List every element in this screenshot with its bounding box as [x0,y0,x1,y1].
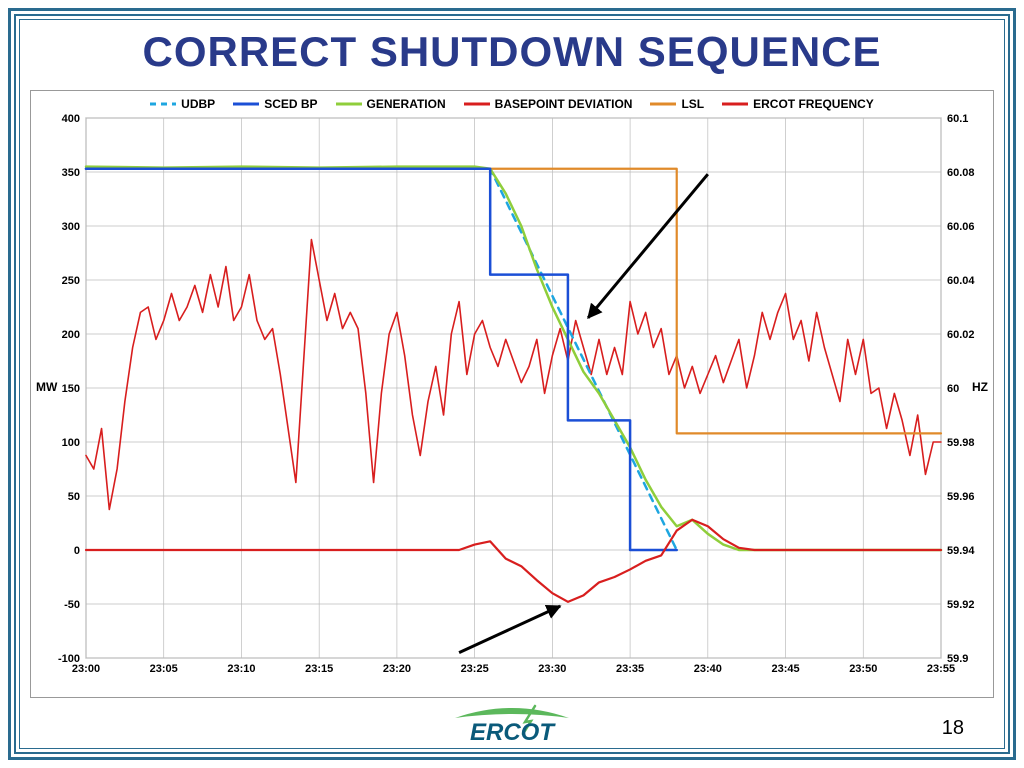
legend-item: GENERATION [336,97,446,111]
svg-text:23:45: 23:45 [771,663,799,675]
svg-text:59.98: 59.98 [947,437,975,449]
svg-text:59.94: 59.94 [947,545,975,557]
svg-text:60: 60 [947,383,959,395]
svg-text:23:30: 23:30 [538,663,566,675]
legend-item: UDBP [150,97,215,111]
y-axis-left-label: MW [36,380,57,394]
svg-text:23:10: 23:10 [227,663,255,675]
svg-text:-50: -50 [64,599,80,611]
legend-item: ERCOT FREQUENCY [722,97,874,111]
legend-item: LSL [650,97,704,111]
svg-text:150: 150 [62,383,80,395]
svg-text:-100: -100 [58,653,80,665]
svg-text:250: 250 [62,275,80,287]
svg-text:23:50: 23:50 [849,663,877,675]
svg-text:60.02: 60.02 [947,329,975,341]
legend-item: SCED BP [233,97,317,111]
svg-text:59.92: 59.92 [947,599,975,611]
svg-text:300: 300 [62,221,80,233]
svg-text:23:05: 23:05 [150,663,178,675]
svg-text:59.96: 59.96 [947,491,975,503]
chart-container: UDBP SCED BP GENERATION BASEPOINT DEVIATION… [30,90,994,698]
logo-text: ERCOT [470,719,556,746]
svg-text:50: 50 [68,491,80,503]
svg-text:60.08: 60.08 [947,167,975,179]
svg-text:23:15: 23:15 [305,663,333,675]
svg-text:23:35: 23:35 [616,663,644,675]
svg-text:60.04: 60.04 [947,275,975,287]
svg-text:350: 350 [62,167,80,179]
slide-number: 18 [942,717,964,740]
chart-plot: 23:0023:0523:1023:1523:2023:2523:3023:35… [31,113,991,683]
svg-text:400: 400 [62,113,80,125]
svg-text:60.1: 60.1 [947,113,968,125]
y-axis-right-label: HZ [972,380,988,394]
legend-item: BASEPOINT DEVIATION [464,97,633,111]
svg-text:23:25: 23:25 [461,663,489,675]
svg-text:59.9: 59.9 [947,653,968,665]
ercot-logo: ERCOT [437,704,587,748]
svg-text:0: 0 [74,545,80,557]
svg-text:23:40: 23:40 [694,663,722,675]
svg-text:200: 200 [62,329,80,341]
chart-legend: UDBP SCED BP GENERATION BASEPOINT DEVIATION… [31,91,993,113]
svg-text:60.06: 60.06 [947,221,975,233]
svg-text:23:20: 23:20 [383,663,411,675]
slide-title: CORRECT SHUTDOWN SEQUENCE [0,28,1024,76]
svg-text:100: 100 [62,437,80,449]
